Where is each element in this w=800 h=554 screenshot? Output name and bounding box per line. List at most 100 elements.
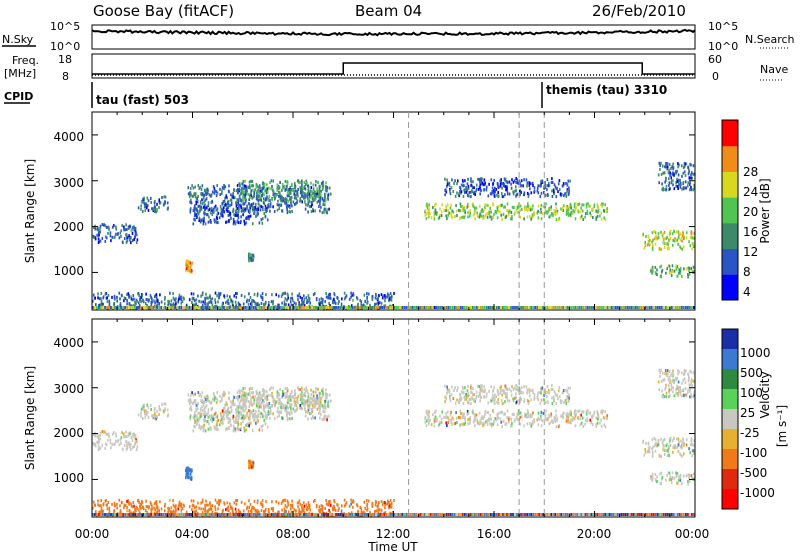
power-cell (690, 231, 693, 235)
power-cell (328, 301, 330, 305)
power-cell (438, 215, 441, 219)
velocity-cell (255, 421, 257, 425)
power-cell (532, 204, 534, 208)
power-cell (328, 293, 330, 297)
power-cell (649, 238, 651, 242)
velocity-cell (171, 510, 173, 514)
velocity-cell (235, 499, 237, 502)
power-cell (233, 220, 235, 224)
velocity-cell (297, 501, 300, 505)
velocity-cell (271, 391, 273, 395)
power-cell (120, 293, 123, 297)
power-cell (670, 274, 673, 278)
velocity-cell (227, 406, 230, 410)
velocity-cell (363, 500, 366, 504)
power-cell (565, 181, 567, 185)
power-colorbar-swatch (722, 274, 738, 301)
power-cell (674, 169, 677, 173)
power-cell (232, 222, 235, 226)
velocity-cell (278, 501, 280, 505)
power-cell (467, 193, 469, 197)
power-cell (200, 306, 203, 309)
power-cell (265, 210, 267, 214)
power-cell (232, 192, 234, 195)
power-cell (657, 231, 660, 235)
power-cell (670, 270, 672, 274)
power-cell (461, 178, 464, 182)
power-cell (189, 187, 192, 191)
power-cell (272, 192, 275, 196)
power-cell (483, 215, 486, 219)
velocity-cell (596, 413, 599, 417)
power-cell (366, 297, 368, 301)
power-cell (278, 303, 280, 307)
power-cell (483, 208, 485, 212)
power-cell (130, 295, 132, 299)
power-cell (484, 183, 486, 187)
power-cell (307, 201, 310, 205)
velocity-cell (388, 504, 391, 508)
power-cell (325, 181, 327, 185)
power-cell (689, 188, 691, 192)
power-cell (551, 195, 554, 198)
power-cell (182, 306, 185, 309)
velocity-cell (156, 505, 159, 509)
power-cell (223, 199, 226, 203)
power-cell (369, 303, 371, 307)
power-cell (293, 196, 296, 200)
velocity-cell (266, 390, 268, 394)
power-cell (514, 306, 516, 309)
velocity-cell (101, 509, 103, 513)
power-cell (187, 192, 190, 196)
power-cell (466, 202, 469, 206)
power-cell (271, 197, 273, 201)
velocity-cell (254, 395, 256, 399)
velocity-cell (263, 389, 266, 393)
power-cell (294, 195, 297, 199)
velocity-cell (299, 502, 302, 506)
power-cell (329, 296, 332, 300)
velocity-cell (230, 405, 233, 409)
power-cell (523, 178, 525, 182)
power-cell (312, 187, 315, 191)
power-cell (133, 225, 135, 229)
velocity-cell (466, 409, 469, 413)
velocity-cell (596, 409, 599, 413)
power-cell (248, 217, 250, 221)
power-cell (689, 236, 692, 240)
power-cell (310, 210, 313, 214)
velocity-cell (526, 422, 529, 426)
velocity-cell (150, 408, 152, 411)
power-cell (676, 306, 679, 309)
velocity-cell (360, 510, 363, 514)
power-cell (319, 202, 321, 206)
power-cell (435, 211, 437, 215)
power-cell (267, 203, 270, 207)
power-cell (147, 199, 150, 203)
power-cell (426, 202, 428, 206)
power-cell (595, 209, 597, 213)
velocity-cell (440, 417, 443, 421)
power-cell (459, 202, 462, 206)
velocity-cell (123, 444, 126, 447)
power-cell (582, 217, 585, 221)
power-cell (239, 184, 241, 188)
velocity-cell (567, 418, 569, 422)
power-cell (527, 193, 530, 197)
velocity-cell (200, 414, 203, 418)
power-cell (425, 306, 428, 309)
power-cell (499, 210, 501, 214)
velocity-cell (210, 407, 213, 411)
power-cell (687, 266, 690, 270)
velocity-cell (209, 502, 211, 506)
velocity-cell (540, 424, 543, 428)
power-cell (325, 306, 327, 309)
power-cell (195, 302, 197, 306)
power-cell (152, 306, 155, 309)
velocity-cell (242, 414, 244, 418)
power-cell (212, 185, 215, 188)
power-cell (299, 295, 302, 299)
power-cell (450, 211, 452, 215)
power-cell (195, 298, 198, 302)
power-cell (307, 188, 310, 192)
